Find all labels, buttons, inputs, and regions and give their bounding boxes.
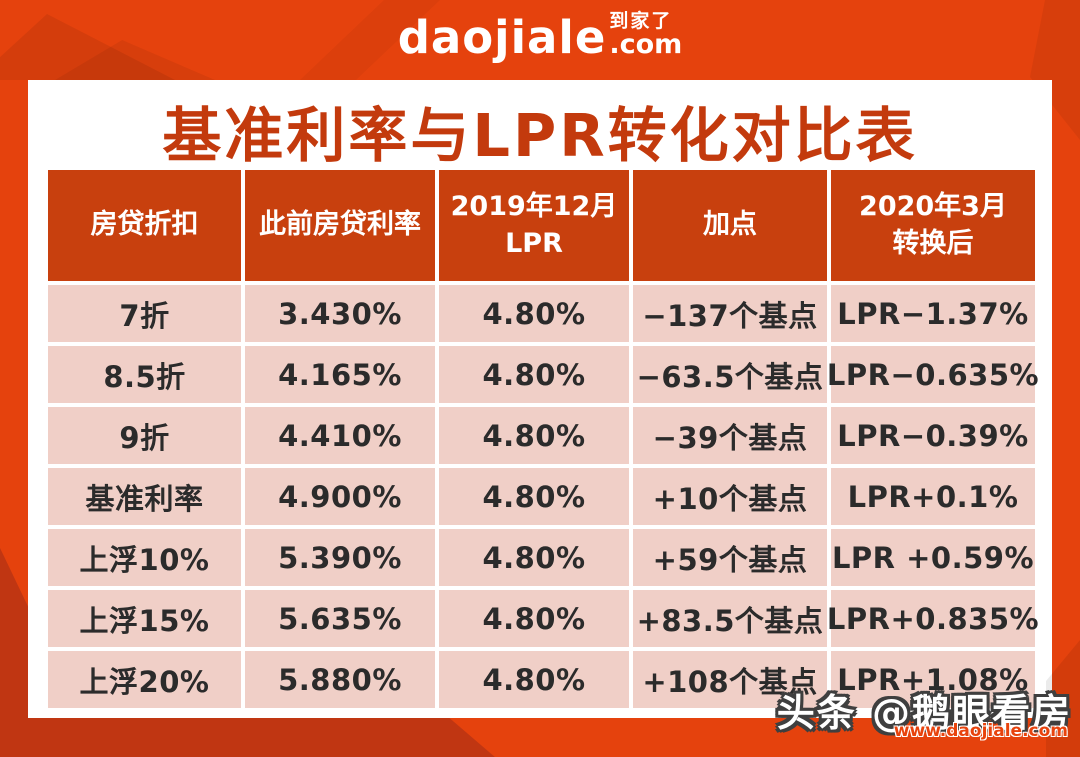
daojiale-logo: daojiale 到家了 .com (0, 11, 1080, 64)
table-cell: −39个基点 (633, 407, 827, 464)
table-cell: −63.5个基点 (633, 346, 827, 403)
table-cell: 4.80% (439, 346, 629, 403)
table-cell: 3.430% (245, 285, 435, 342)
table-cell: 9折 (48, 407, 241, 464)
table-cell: 8.5折 (48, 346, 241, 403)
table-cell: LPR−1.37% (831, 285, 1035, 342)
table-cell: −137个基点 (633, 285, 827, 342)
table-cell: 4.80% (439, 285, 629, 342)
table-cell: 7折 (48, 285, 241, 342)
table-cell: 4.900% (245, 468, 435, 525)
column-header: 2020年3月 转换后 (831, 170, 1035, 281)
table-cell: 5.635% (245, 590, 435, 647)
table-cell: +108个基点 (633, 651, 827, 708)
left-border-dark-decoration (0, 548, 28, 757)
table-cell: 基准利率 (48, 468, 241, 525)
table-cell: 4.80% (439, 651, 629, 708)
table-cell: LPR−0.39% (831, 407, 1035, 464)
column-header: 2019年12月 LPR (439, 170, 629, 281)
table-cell: LPR+1.08% (831, 651, 1035, 708)
table-cell: 5.880% (245, 651, 435, 708)
table-cell: 4.80% (439, 468, 629, 525)
table-cell: LPR−0.635% (827, 346, 1039, 403)
column-header: 房贷折扣 (48, 170, 241, 281)
table-cell: 上浮10% (48, 529, 241, 586)
table-cell: +83.5个基点 (633, 590, 827, 647)
table-cell: 4.80% (439, 407, 629, 464)
table-cell: 上浮20% (48, 651, 241, 708)
table-cell: 4.165% (245, 346, 435, 403)
table-cell: +59个基点 (633, 529, 827, 586)
table-cell: 4.410% (245, 407, 435, 464)
logo-chinese-text: 到家了 (609, 10, 673, 32)
table-cell: 5.390% (245, 529, 435, 586)
watermark: 头条 @鹅眼看房 www.daojiale.com (777, 694, 1072, 740)
table-cell: LPR+0.835% (827, 590, 1039, 647)
page-title: 基准利率与LPR转化对比表 (162, 101, 918, 170)
logo-suffix-block: 到家了 .com (609, 12, 682, 60)
table-cell: LPR +0.59% (831, 529, 1035, 586)
table-cell: +10个基点 (633, 468, 827, 525)
table-cell: 4.80% (439, 590, 629, 647)
comparison-table: 房贷折扣 此前房贷利率 2019年12月 LPR 加点 2020年3月 转换后 … (48, 170, 1039, 708)
column-header: 加点 (633, 170, 827, 281)
table-cell: 4.80% (439, 529, 629, 586)
table-cell: 上浮15% (48, 590, 241, 647)
bottom-border-dark-decoration (0, 718, 495, 757)
column-header: 此前房贷利率 (245, 170, 435, 281)
table-cell: LPR+0.1% (831, 468, 1035, 525)
logo-text: daojiale (397, 11, 607, 64)
watermark-account: 头条 @鹅眼看房 (776, 691, 1072, 735)
watermark-site-url: www.daojiale.com (893, 721, 1068, 741)
logo-domain-text: .com (609, 29, 683, 60)
